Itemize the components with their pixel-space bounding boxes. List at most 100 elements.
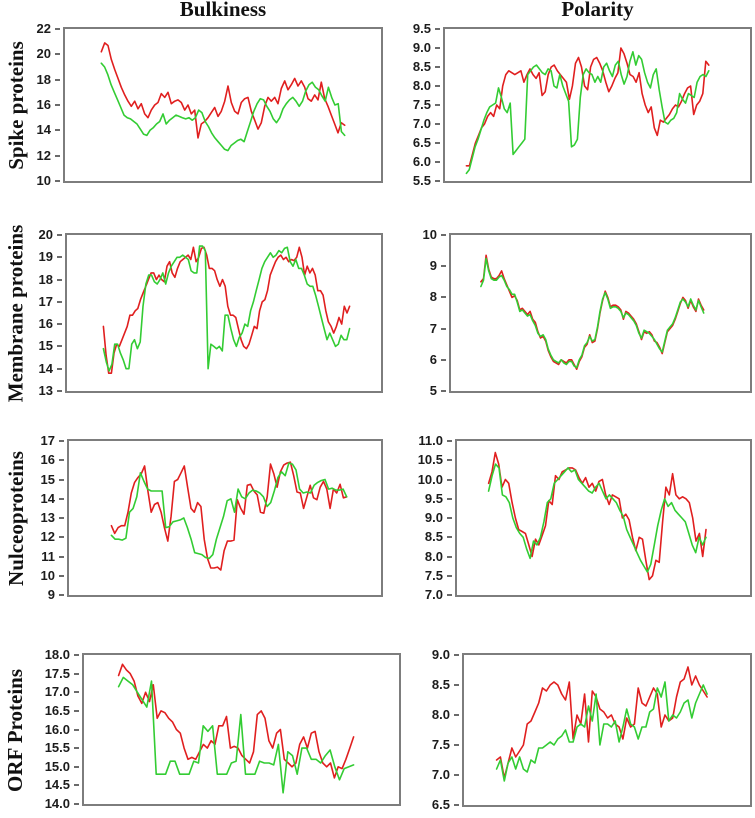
y-tick-label: 16 bbox=[38, 316, 53, 332]
y-tick-label: 13 bbox=[38, 383, 53, 398]
chart-nulceoproteins-polarity: 11.0 10.5 10.0 9.5 9.0 8.5 8.0 7.5 7.0 bbox=[418, 434, 752, 602]
y-tick-mark bbox=[454, 684, 459, 686]
y-tick-mark bbox=[447, 555, 452, 558]
plot-area bbox=[102, 245, 351, 374]
y-axis: 9.0 8.5 8.0 7.5 7.0 6.5 bbox=[408, 648, 462, 812]
y-tick-label: 15.5 bbox=[44, 740, 70, 756]
y-tick-mark bbox=[57, 300, 62, 303]
y-tick-mark bbox=[57, 345, 62, 348]
plot-area bbox=[480, 254, 705, 370]
column-title-bulkiness: Bulkiness bbox=[179, 0, 267, 21]
y-tick-label: 20 bbox=[38, 227, 53, 242]
y-tick-mark bbox=[57, 256, 62, 259]
y-tick-label: 19 bbox=[38, 249, 53, 265]
chart-orf-polarity: 9.0 8.5 8.0 7.5 7.0 6.5 bbox=[432, 648, 752, 812]
series-red bbox=[102, 246, 351, 374]
y-tick-mark bbox=[74, 691, 79, 694]
series-green bbox=[480, 257, 705, 369]
y-tick-mark bbox=[74, 728, 79, 731]
y-tick-mark bbox=[57, 367, 62, 370]
y-tick-label: 6 bbox=[429, 351, 437, 367]
y-axis: 17 16 15 14 13 12 11 10 9 bbox=[13, 434, 67, 602]
y-tick-mark bbox=[435, 142, 440, 144]
plot-area bbox=[110, 461, 348, 571]
y-tick-label: 9.0 bbox=[424, 510, 443, 525]
y-tick-label: 6.5 bbox=[412, 135, 431, 150]
y-tick-label: 12 bbox=[36, 147, 51, 163]
chart-spike-polarity: 9.5 9.0 8.5 8.0 7.5 7.0 6.5 6.0 5.5 bbox=[413, 22, 752, 188]
series-green bbox=[117, 676, 355, 794]
y-tick-mark bbox=[447, 440, 452, 442]
y-tick-label: 9 bbox=[429, 258, 437, 274]
series-red bbox=[110, 461, 348, 571]
y-tick-mark bbox=[59, 536, 64, 539]
y-tick-mark bbox=[59, 440, 64, 442]
y-tick-label: 13 bbox=[40, 510, 55, 525]
y-tick-label: 7.0 bbox=[424, 587, 443, 602]
y-tick-label: 18 bbox=[38, 271, 53, 287]
series-green bbox=[110, 462, 348, 560]
y-tick-mark bbox=[74, 709, 79, 712]
y-tick-label: 15 bbox=[40, 471, 55, 487]
y-tick-mark bbox=[447, 594, 452, 596]
y-tick-label: 10 bbox=[36, 173, 51, 188]
plot-area bbox=[487, 451, 707, 581]
y-tick-mark bbox=[74, 672, 79, 675]
y-tick-mark bbox=[441, 296, 446, 299]
y-tick-mark bbox=[447, 574, 452, 577]
y-tick-mark bbox=[74, 803, 79, 805]
y-tick-label: 5.5 bbox=[412, 173, 431, 188]
series-red bbox=[117, 663, 355, 779]
y-tick-label: 10 bbox=[40, 567, 55, 583]
y-tick-mark bbox=[74, 765, 79, 768]
y-tick-label: 7.0 bbox=[412, 116, 431, 131]
y-tick-label: 11.0 bbox=[418, 433, 443, 448]
y-tick-mark bbox=[55, 28, 60, 30]
y-tick-mark bbox=[454, 744, 459, 746]
y-tick-label: 8.0 bbox=[424, 548, 443, 564]
y-tick-label: 9.5 bbox=[424, 490, 443, 506]
y-tick-mark bbox=[55, 53, 60, 56]
y-tick-mark bbox=[74, 784, 79, 787]
y-tick-mark bbox=[441, 390, 446, 392]
y-tick-label: 8.5 bbox=[412, 59, 431, 74]
y-tick-label: 15.0 bbox=[44, 758, 70, 774]
y-tick-label: 10 bbox=[422, 227, 437, 242]
column-title-polarity: Polarity bbox=[561, 0, 634, 21]
y-tick-mark bbox=[55, 129, 60, 132]
y-axis: 11.0 10.5 10.0 9.5 9.0 8.5 8.0 7.5 7.0 bbox=[401, 434, 455, 602]
y-tick-mark bbox=[57, 390, 62, 392]
chart-spike-bulkiness: 22 20 18 16 14 12 10 bbox=[37, 22, 383, 188]
y-tick-mark bbox=[447, 536, 452, 539]
series-green bbox=[102, 245, 351, 372]
chart-membrane-polarity: 10 9 8 7 6 5 bbox=[423, 228, 752, 398]
y-tick-label: 8.0 bbox=[431, 707, 450, 722]
y-tick-label: 10.5 bbox=[417, 452, 443, 468]
y-tick-mark bbox=[435, 123, 440, 125]
y-tick-label: 12 bbox=[40, 529, 55, 545]
y-tick-label: 6.5 bbox=[431, 797, 450, 812]
series-red bbox=[487, 451, 707, 581]
y-tick-mark bbox=[454, 774, 459, 776]
row-label-orf-proteins: ORF Proteins bbox=[1, 653, 31, 807]
y-tick-label: 8.5 bbox=[431, 677, 450, 692]
y-tick-mark bbox=[441, 265, 446, 268]
row-label-text: ORF Proteins bbox=[3, 668, 28, 792]
y-tick-mark bbox=[435, 66, 440, 68]
y-tick-label: 9.0 bbox=[412, 40, 431, 55]
y-axis: 18.0 17.5 17.0 16.5 16.0 15.5 15.0 14.5 14.0 bbox=[28, 648, 82, 811]
series-red bbox=[480, 254, 705, 370]
y-tick-mark bbox=[435, 180, 440, 182]
plot-area bbox=[495, 666, 708, 782]
y-tick-mark bbox=[57, 234, 62, 236]
y-tick-mark bbox=[454, 714, 459, 716]
series-red bbox=[465, 47, 710, 167]
plot-area bbox=[117, 663, 355, 794]
y-tick-mark bbox=[441, 358, 446, 361]
y-tick-label: 7.5 bbox=[431, 737, 450, 752]
y-tick-label: 16.5 bbox=[44, 702, 70, 718]
y-tick-label: 10.0 bbox=[417, 471, 443, 487]
y-tick-mark bbox=[55, 180, 60, 182]
y-tick-label: 14.5 bbox=[44, 777, 70, 793]
y-tick-mark bbox=[59, 555, 64, 558]
